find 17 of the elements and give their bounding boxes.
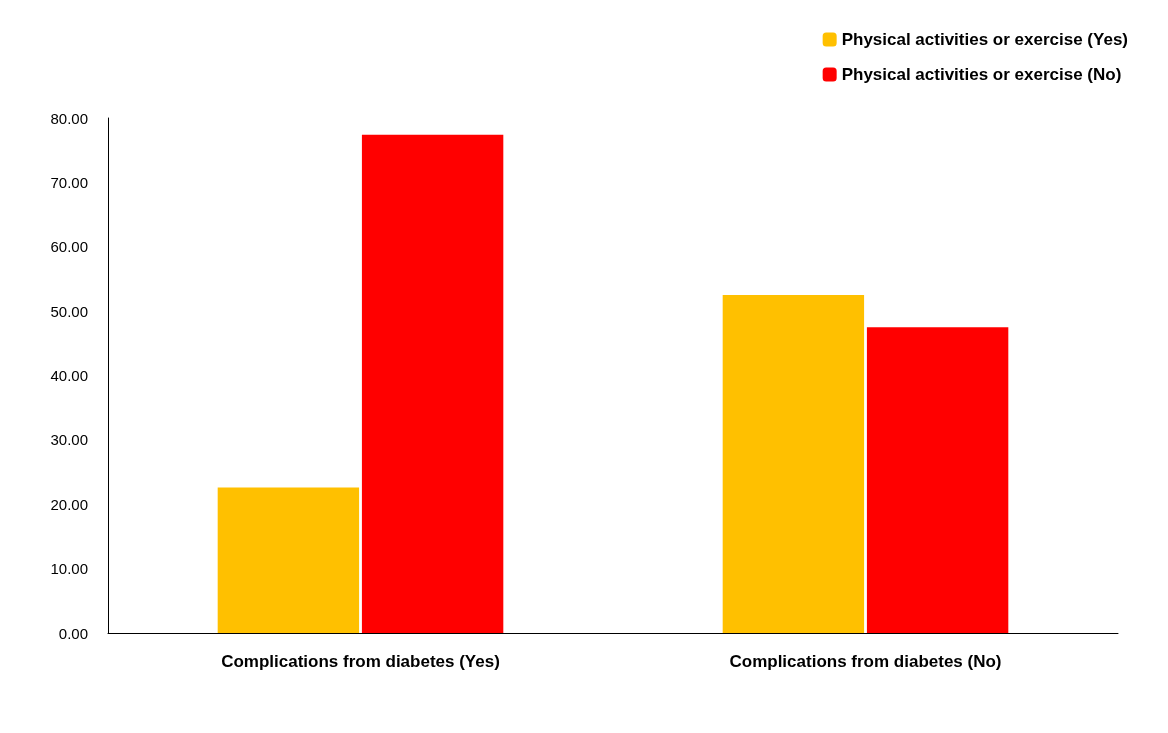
bar <box>217 487 360 633</box>
legend-label: Physical activities or exercise (No) <box>841 65 1122 84</box>
y-tick-label: 20.00 <box>50 495 88 513</box>
y-tick-label: 80.00 <box>50 109 88 127</box>
bar <box>866 327 1009 633</box>
y-tick-label: 40.00 <box>50 367 88 384</box>
y-tick-label: 60.00 <box>50 238 88 256</box>
y-tick-label: 0.00 <box>58 624 88 642</box>
bar <box>361 134 504 633</box>
x-tick-label: Complications from diabetes (Yes) <box>221 652 500 671</box>
y-tick-label: 30.00 <box>50 431 88 449</box>
x-tick-label: Complications from diabetes (No) <box>729 652 1002 671</box>
legend-label: Physical activities or exercise (Yes) <box>841 30 1128 49</box>
y-tick-label: 70.00 <box>50 173 88 191</box>
bar <box>722 295 865 633</box>
y-tick-label: 10.00 <box>50 560 88 578</box>
y-tick-label: 50.00 <box>50 302 88 320</box>
